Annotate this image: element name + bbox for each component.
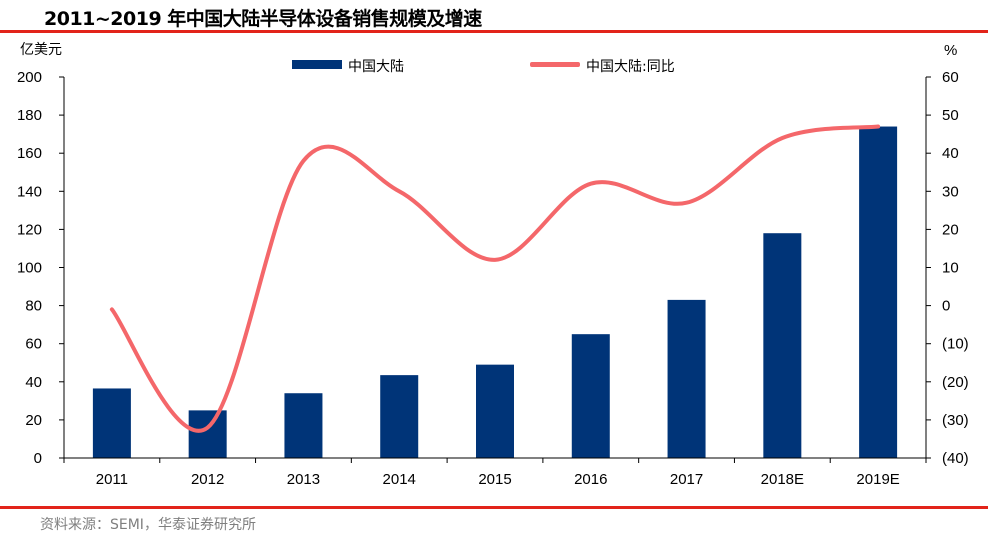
left-tick-label: 0 <box>34 450 42 467</box>
right-tick-label: 20 <box>942 221 959 238</box>
left-tick-label: 20 <box>25 412 42 429</box>
bottom-divider <box>0 506 988 509</box>
right-tick-label: (10) <box>942 336 969 353</box>
left-tick-label: 120 <box>17 221 42 238</box>
left-axis-label: 亿美元 <box>20 42 62 58</box>
right-tick-label: (20) <box>942 374 969 391</box>
chart-title: 2011~2019 年中国大陆半导体设备销售规模及增速 <box>44 8 482 30</box>
right-tick-label: (30) <box>942 412 969 429</box>
bar-2015 <box>476 364 514 458</box>
top-divider <box>0 30 988 33</box>
x-tick-label: 2015 <box>478 471 511 488</box>
x-tick-label: 2012 <box>191 471 224 488</box>
x-tick-label: 2013 <box>287 471 320 488</box>
legend-bar-swatch <box>292 60 342 69</box>
right-tick-label: (40) <box>942 450 969 467</box>
x-tick-label: 2011 <box>96 471 128 488</box>
bar-2011 <box>92 388 131 458</box>
right-tick-label: 10 <box>942 260 959 277</box>
x-tick-label: 2017 <box>670 471 703 488</box>
x-tick-label: 2019E <box>856 471 899 488</box>
left-tick-label: 80 <box>25 298 42 315</box>
left-tick-label: 180 <box>17 107 42 124</box>
right-tick-label: 30 <box>942 183 959 200</box>
right-tick-label: 40 <box>942 145 959 162</box>
x-tick-label: 2014 <box>383 471 416 488</box>
right-axis-label: % <box>944 42 957 59</box>
x-tick-label: 2016 <box>574 471 607 488</box>
bar-2013 <box>284 393 323 458</box>
bar-2016 <box>571 334 610 458</box>
bar-2014 <box>380 375 419 458</box>
legend-line-swatch <box>530 62 580 67</box>
bar-2012 <box>188 410 227 458</box>
bar-2018E <box>763 233 802 458</box>
bar-2017 <box>667 299 706 458</box>
left-tick-label: 200 <box>17 69 42 86</box>
right-tick-label: 60 <box>942 69 959 86</box>
yoy-growth-line <box>109 124 881 433</box>
left-tick-label: 140 <box>17 183 42 200</box>
left-tick-label: 60 <box>25 336 42 353</box>
left-tick-label: 160 <box>17 145 42 162</box>
legend-bar-label: 中国大陆 <box>348 59 404 75</box>
source-note: 资料来源：SEMI，华泰证券研究所 <box>40 517 256 533</box>
right-tick-label: 0 <box>942 298 950 315</box>
left-tick-label: 40 <box>25 374 42 391</box>
left-tick-label: 100 <box>17 260 42 277</box>
legend-line-label: 中国大陆:同比 <box>586 59 675 75</box>
bar-2019E <box>859 126 898 458</box>
x-tick-label: 2018E <box>761 471 804 488</box>
right-tick-label: 50 <box>942 107 959 124</box>
